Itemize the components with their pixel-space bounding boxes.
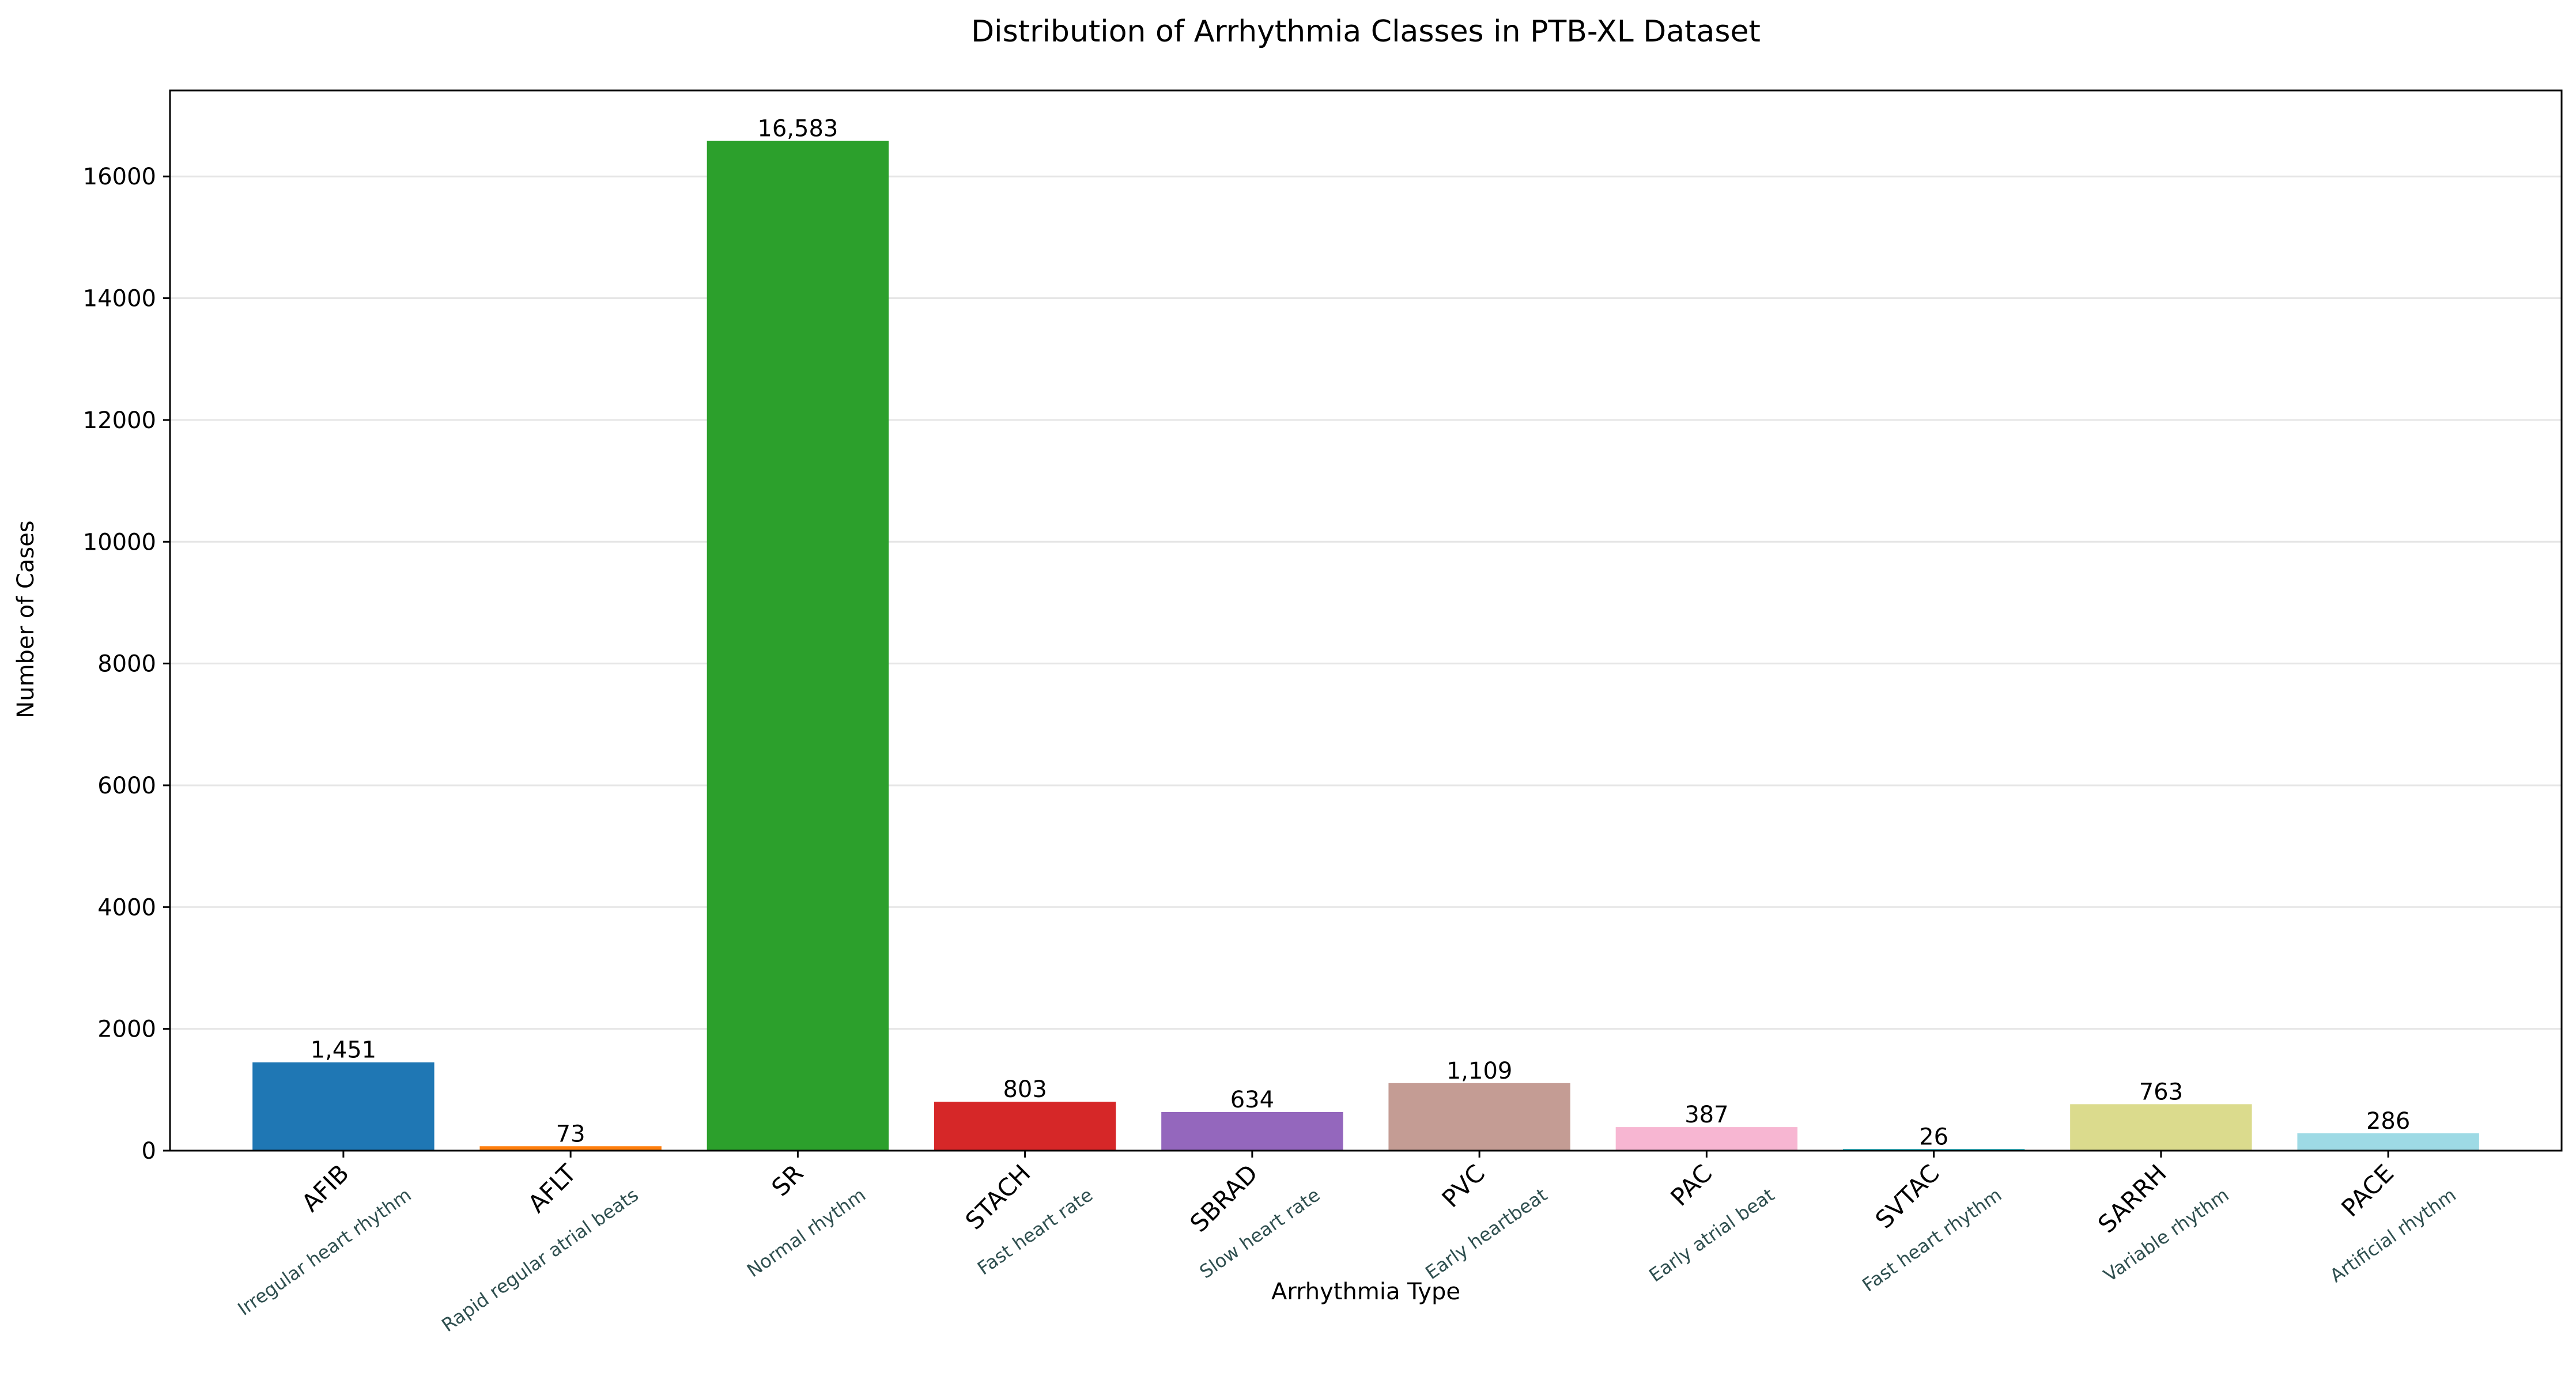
bar-stach bbox=[934, 1102, 1116, 1151]
data-label-aflt: 73 bbox=[556, 1121, 586, 1147]
bar-sbrad bbox=[1161, 1112, 1343, 1151]
plot-frame bbox=[169, 89, 2563, 1152]
bar-afib bbox=[252, 1062, 435, 1151]
bar-aflt bbox=[479, 1146, 662, 1151]
y-axis-ticks: 0 2000 4000 6000 8000 10000 12000 14000 16000 bbox=[83, 164, 170, 1164]
y-tick-label: 6000 bbox=[97, 773, 156, 799]
y-tick-label: 4000 bbox=[97, 894, 156, 921]
y-tick-label: 14000 bbox=[83, 286, 156, 312]
y-axis-label: Number of Cases bbox=[13, 520, 39, 718]
data-label-pac: 387 bbox=[1684, 1102, 1728, 1128]
bar-sr bbox=[707, 141, 889, 1151]
y-tick-label: 10000 bbox=[83, 529, 156, 555]
y-tick-label: 16000 bbox=[83, 164, 156, 190]
y-tick-label: 2000 bbox=[97, 1016, 156, 1043]
bar-pac bbox=[1615, 1127, 1798, 1151]
data-label-pvc: 1,109 bbox=[1446, 1058, 1513, 1084]
data-label-sr: 16,583 bbox=[757, 116, 838, 142]
bar-pace bbox=[2297, 1133, 2479, 1151]
chart-title: Distribution of Arrhythmia Classes in PT… bbox=[971, 14, 1761, 49]
y-tick-label: 0 bbox=[142, 1138, 156, 1164]
x-axis-label: Arrhythmia Type bbox=[1271, 1279, 1460, 1305]
y-tick-label: 12000 bbox=[83, 407, 156, 434]
bars bbox=[252, 141, 2479, 1151]
bar-pvc bbox=[1388, 1083, 1570, 1151]
y-tick-label: 8000 bbox=[97, 651, 156, 678]
data-label-afib: 1,451 bbox=[311, 1037, 377, 1064]
data-label-sbrad: 634 bbox=[1230, 1087, 1274, 1113]
data-label-svtac: 26 bbox=[1919, 1124, 1948, 1150]
data-labels: 1,451 73 16,583 803 634 1,109 387 26 763 286 bbox=[311, 116, 2411, 1151]
data-label-pace: 286 bbox=[2366, 1108, 2410, 1135]
grid-lines bbox=[170, 175, 2562, 1152]
data-label-sarrh: 763 bbox=[2139, 1079, 2183, 1105]
data-label-stach: 803 bbox=[1003, 1076, 1047, 1103]
bar-sarrh bbox=[2070, 1104, 2252, 1151]
